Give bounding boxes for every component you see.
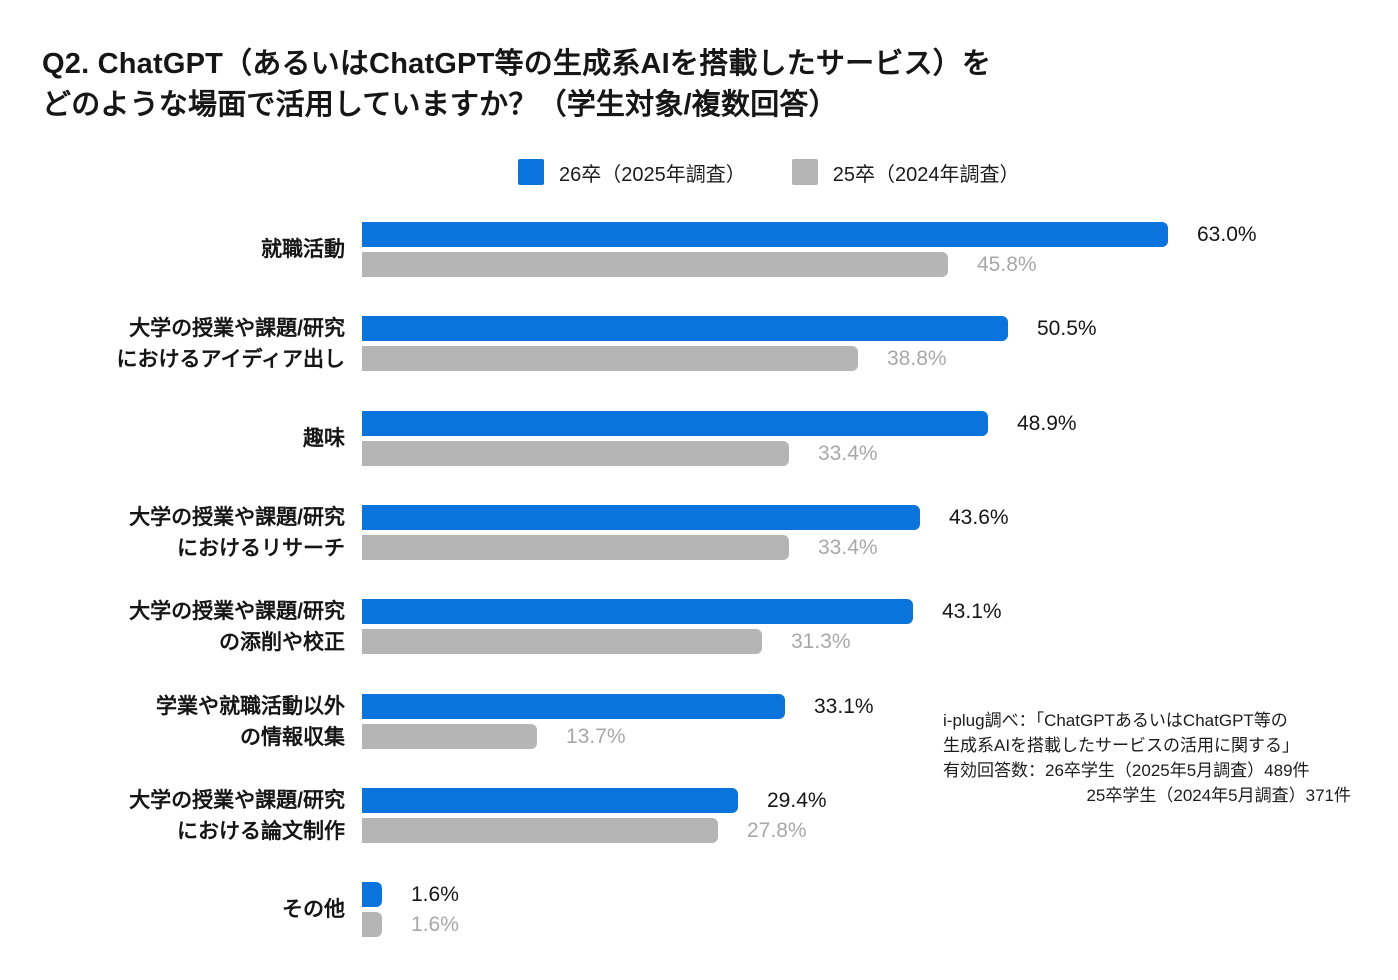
- value-label-class-of-26: 43.6%: [949, 505, 1009, 529]
- value-label-class-of-25: 13.7%: [566, 724, 626, 748]
- value-label-class-of-25: 1.6%: [411, 912, 459, 936]
- bar-class-of-26: [362, 316, 1008, 341]
- bar-class-of-26: [362, 222, 1168, 247]
- category-label-line: の添削や校正: [219, 630, 345, 654]
- value-label-class-of-25: 45.8%: [977, 252, 1037, 276]
- category-label-line: 大学の授業や課題/研究: [129, 599, 345, 623]
- legend: 26卒（2025年調査） 25卒（2024年調査）: [518, 158, 1020, 186]
- category-label-line: 学業や就職活動以外: [156, 694, 345, 718]
- category-label: その他: [0, 882, 345, 937]
- bar-class-of-25: [362, 535, 789, 560]
- category-label-line: におけるアイディア出し: [116, 347, 345, 371]
- legend-swatch-class-of-26: [518, 159, 544, 185]
- value-label-class-of-26: 43.1%: [942, 599, 1002, 623]
- bar-class-of-25: [362, 629, 762, 654]
- value-label-class-of-26: 33.1%: [814, 694, 874, 718]
- value-label-class-of-26: 50.5%: [1037, 316, 1097, 340]
- category-label: 大学の授業や課題/研究の添削や校正: [0, 599, 345, 654]
- value-label-class-of-25: 27.8%: [747, 818, 807, 842]
- value-label-class-of-25: 33.4%: [818, 441, 878, 465]
- value-label-class-of-26: 1.6%: [411, 882, 459, 906]
- category-label: 大学の授業や課題/研究における論文制作: [0, 788, 345, 843]
- bar-class-of-25: [362, 441, 789, 466]
- category-label-line: その他: [282, 898, 345, 921]
- category-label-line: 大学の授業や課題/研究: [129, 505, 345, 529]
- footnote-line: 生成系AIを搭載したサービスの活用に関する」: [943, 736, 1300, 755]
- category-label-line: の情報収集: [240, 725, 345, 749]
- footnote-line: 有効回答数：26卒学生（2025年5月調査）489件: [943, 761, 1310, 780]
- bar-class-of-25: [362, 912, 382, 937]
- category-label-line: 就職活動: [261, 238, 345, 261]
- chart-title-line1: Q2. ChatGPT（あるいはChatGPT等の生成系AIを搭載したサービス）…: [42, 48, 992, 80]
- legend-item-class-of-26: 26卒（2025年調査）: [518, 158, 746, 187]
- category-label-line: 大学の授業や課題/研究: [129, 788, 345, 812]
- legend-swatch-class-of-25: [791, 159, 818, 185]
- bar-class-of-26: [362, 505, 920, 530]
- source-footnote: i-plug調べ：「ChatGPTあるいはChatGPT等の 生成系AIを搭載し…: [943, 708, 1351, 808]
- bar-class-of-25: [362, 346, 858, 371]
- footnote-line: i-plug調べ：「ChatGPTあるいはChatGPT等の: [943, 711, 1288, 730]
- category-label: 就職活動: [0, 222, 345, 277]
- footnote-line: 25卒学生（2024年5月調査）371件: [1086, 786, 1351, 805]
- bar-class-of-26: [362, 788, 738, 813]
- bar-class-of-26: [362, 694, 785, 719]
- category-label: 大学の授業や課題/研究におけるリサーチ: [0, 505, 345, 560]
- bar-class-of-26: [362, 599, 913, 624]
- value-label-class-of-26: 48.9%: [1017, 411, 1077, 435]
- chart-title: Q2. ChatGPT（あるいはChatGPT等の生成系AIを搭載したサービス）…: [42, 44, 991, 126]
- bar-class-of-25: [362, 818, 718, 843]
- bar-class-of-25: [362, 252, 948, 277]
- category-label: 大学の授業や課題/研究におけるアイディア出し: [0, 316, 345, 371]
- value-label-class-of-26: 29.4%: [767, 788, 827, 812]
- category-label-line: 大学の授業や課題/研究: [129, 316, 345, 340]
- bar-class-of-26: [362, 882, 382, 907]
- category-label-line: におけるリサーチ: [177, 536, 345, 560]
- legend-label-class-of-26: 26卒（2025年調査）: [559, 163, 746, 186]
- category-label-line: における論文制作: [177, 819, 345, 843]
- bar-class-of-26: [362, 411, 988, 436]
- category-label: 趣味: [0, 411, 345, 466]
- category-label: 学業や就職活動以外の情報収集: [0, 694, 345, 749]
- value-label-class-of-25: 38.8%: [887, 346, 947, 370]
- value-label-class-of-25: 33.4%: [818, 535, 878, 559]
- bar-class-of-25: [362, 724, 537, 749]
- category-label-line: 趣味: [303, 427, 345, 450]
- chart-title-line2: どのような場面で活用していますか？（学生対象/複数回答）: [42, 89, 838, 121]
- value-label-class-of-25: 31.3%: [791, 629, 851, 653]
- legend-label-class-of-25: 25卒（2024年調査）: [832, 163, 1020, 186]
- value-label-class-of-26: 63.0%: [1197, 222, 1257, 246]
- legend-item-class-of-25: 25卒（2024年調査）: [791, 158, 1020, 187]
